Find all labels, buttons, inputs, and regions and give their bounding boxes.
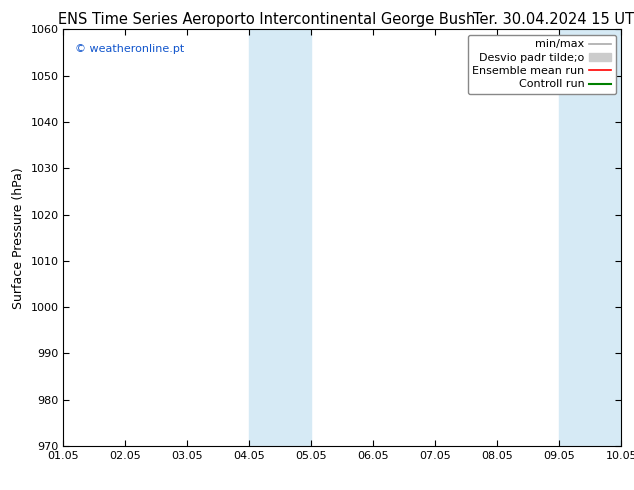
Bar [559, 29, 621, 446]
Y-axis label: Surface Pressure (hPa): Surface Pressure (hPa) [12, 167, 25, 309]
Text: Ter. 30.04.2024 15 UTC: Ter. 30.04.2024 15 UTC [473, 12, 634, 27]
Text: © weatheronline.pt: © weatheronline.pt [75, 44, 184, 54]
Text: ENS Time Series Aeroporto Intercontinental George Bush: ENS Time Series Aeroporto Intercontinent… [58, 12, 475, 27]
Legend: min/max, Desvio padr tilde;o, Ensemble mean run, Controll run: min/max, Desvio padr tilde;o, Ensemble m… [468, 35, 616, 94]
Bar [249, 29, 311, 446]
